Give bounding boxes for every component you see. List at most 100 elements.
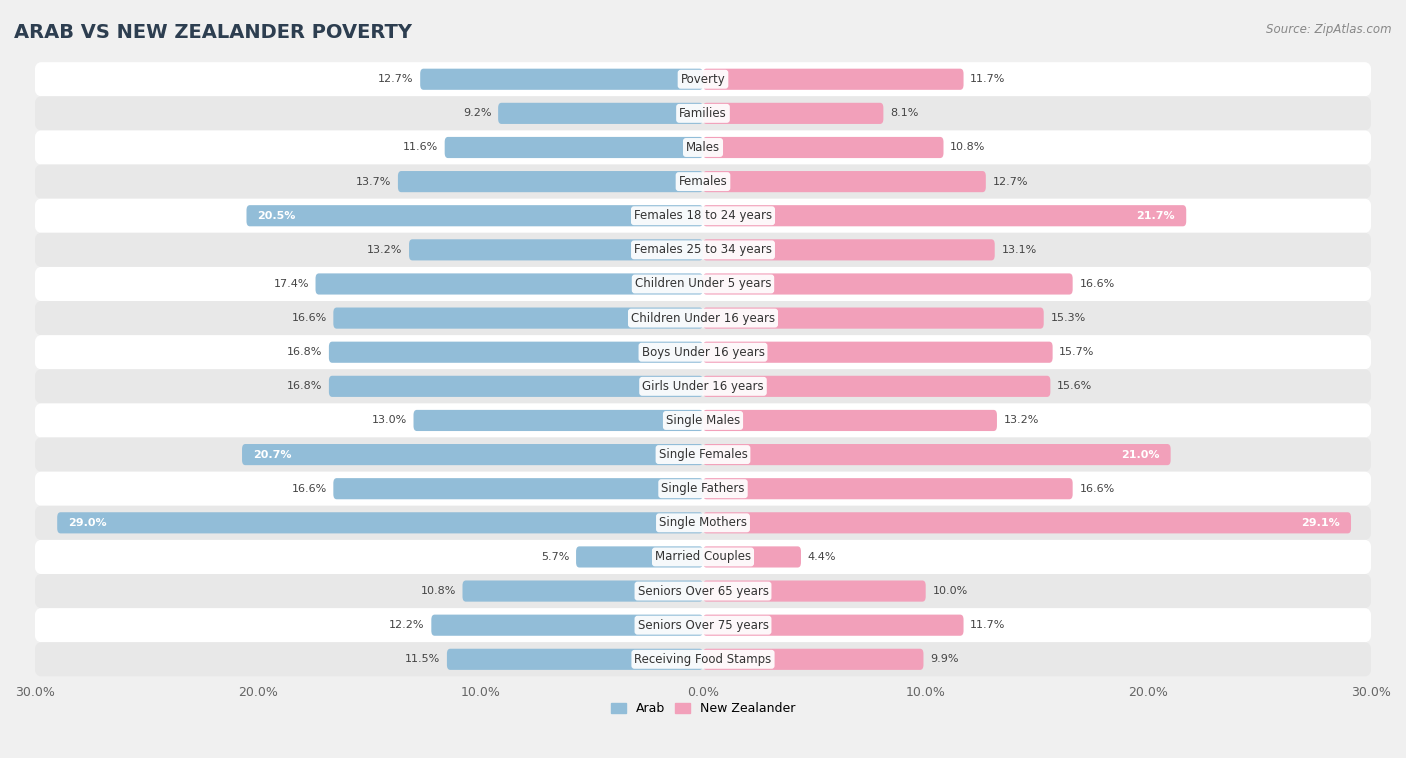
Text: 11.6%: 11.6% xyxy=(402,143,439,152)
Text: Males: Males xyxy=(686,141,720,154)
FancyBboxPatch shape xyxy=(398,171,703,193)
Text: 21.0%: 21.0% xyxy=(1121,449,1160,459)
Text: Single Females: Single Females xyxy=(658,448,748,461)
FancyBboxPatch shape xyxy=(35,437,1371,471)
FancyBboxPatch shape xyxy=(703,512,1351,534)
FancyBboxPatch shape xyxy=(35,96,1371,130)
Text: Boys Under 16 years: Boys Under 16 years xyxy=(641,346,765,359)
FancyBboxPatch shape xyxy=(35,471,1371,506)
Text: 29.1%: 29.1% xyxy=(1301,518,1340,528)
Text: 16.6%: 16.6% xyxy=(1080,484,1115,493)
FancyBboxPatch shape xyxy=(413,410,703,431)
Text: Seniors Over 65 years: Seniors Over 65 years xyxy=(637,584,769,597)
FancyBboxPatch shape xyxy=(35,130,1371,164)
Text: Single Males: Single Males xyxy=(666,414,740,427)
Text: 10.0%: 10.0% xyxy=(932,586,967,596)
Text: 8.1%: 8.1% xyxy=(890,108,918,118)
FancyBboxPatch shape xyxy=(35,267,1371,301)
Text: 9.2%: 9.2% xyxy=(463,108,492,118)
FancyBboxPatch shape xyxy=(315,274,703,295)
FancyBboxPatch shape xyxy=(35,403,1371,437)
FancyBboxPatch shape xyxy=(444,137,703,158)
Text: Receiving Food Stamps: Receiving Food Stamps xyxy=(634,653,772,666)
FancyBboxPatch shape xyxy=(703,581,925,602)
FancyBboxPatch shape xyxy=(35,164,1371,199)
Text: 5.7%: 5.7% xyxy=(541,552,569,562)
FancyBboxPatch shape xyxy=(703,69,963,90)
Text: 16.6%: 16.6% xyxy=(291,313,326,323)
FancyBboxPatch shape xyxy=(703,240,994,261)
FancyBboxPatch shape xyxy=(246,205,703,227)
FancyBboxPatch shape xyxy=(703,547,801,568)
FancyBboxPatch shape xyxy=(498,103,703,124)
Text: 4.4%: 4.4% xyxy=(807,552,837,562)
FancyBboxPatch shape xyxy=(447,649,703,670)
FancyBboxPatch shape xyxy=(58,512,703,534)
Text: 16.6%: 16.6% xyxy=(1080,279,1115,289)
Text: 12.2%: 12.2% xyxy=(389,620,425,630)
FancyBboxPatch shape xyxy=(35,335,1371,369)
Text: 15.3%: 15.3% xyxy=(1050,313,1085,323)
Text: Families: Families xyxy=(679,107,727,120)
Text: Children Under 5 years: Children Under 5 years xyxy=(634,277,772,290)
Text: 16.8%: 16.8% xyxy=(287,347,322,357)
FancyBboxPatch shape xyxy=(703,103,883,124)
Text: 17.4%: 17.4% xyxy=(273,279,309,289)
Text: ARAB VS NEW ZEALANDER POVERTY: ARAB VS NEW ZEALANDER POVERTY xyxy=(14,23,412,42)
FancyBboxPatch shape xyxy=(35,199,1371,233)
Text: Single Fathers: Single Fathers xyxy=(661,482,745,495)
Text: 20.7%: 20.7% xyxy=(253,449,291,459)
Text: 13.2%: 13.2% xyxy=(367,245,402,255)
FancyBboxPatch shape xyxy=(703,376,1050,397)
Text: Children Under 16 years: Children Under 16 years xyxy=(631,312,775,324)
FancyBboxPatch shape xyxy=(703,649,924,670)
Legend: Arab, New Zealander: Arab, New Zealander xyxy=(610,702,796,715)
FancyBboxPatch shape xyxy=(703,478,1073,500)
Text: Married Couples: Married Couples xyxy=(655,550,751,563)
Text: Seniors Over 75 years: Seniors Over 75 years xyxy=(637,619,769,631)
Text: Source: ZipAtlas.com: Source: ZipAtlas.com xyxy=(1267,23,1392,36)
FancyBboxPatch shape xyxy=(432,615,703,636)
Text: 12.7%: 12.7% xyxy=(378,74,413,84)
FancyBboxPatch shape xyxy=(242,444,703,465)
Text: Females 18 to 24 years: Females 18 to 24 years xyxy=(634,209,772,222)
Text: Poverty: Poverty xyxy=(681,73,725,86)
Text: 9.9%: 9.9% xyxy=(931,654,959,664)
FancyBboxPatch shape xyxy=(329,342,703,363)
Text: 15.7%: 15.7% xyxy=(1059,347,1095,357)
FancyBboxPatch shape xyxy=(703,410,997,431)
FancyBboxPatch shape xyxy=(35,642,1371,676)
FancyBboxPatch shape xyxy=(703,274,1073,295)
FancyBboxPatch shape xyxy=(420,69,703,90)
Text: 20.5%: 20.5% xyxy=(257,211,297,221)
Text: Females 25 to 34 years: Females 25 to 34 years xyxy=(634,243,772,256)
Text: 10.8%: 10.8% xyxy=(950,143,986,152)
Text: 29.0%: 29.0% xyxy=(69,518,107,528)
Text: Single Mothers: Single Mothers xyxy=(659,516,747,529)
FancyBboxPatch shape xyxy=(35,301,1371,335)
FancyBboxPatch shape xyxy=(703,171,986,193)
Text: 13.7%: 13.7% xyxy=(356,177,391,186)
FancyBboxPatch shape xyxy=(703,205,1187,227)
FancyBboxPatch shape xyxy=(35,233,1371,267)
FancyBboxPatch shape xyxy=(703,342,1053,363)
Text: 13.0%: 13.0% xyxy=(371,415,406,425)
FancyBboxPatch shape xyxy=(703,137,943,158)
FancyBboxPatch shape xyxy=(329,376,703,397)
Text: 21.7%: 21.7% xyxy=(1136,211,1175,221)
Text: 11.5%: 11.5% xyxy=(405,654,440,664)
FancyBboxPatch shape xyxy=(703,308,1043,329)
Text: 16.6%: 16.6% xyxy=(291,484,326,493)
FancyBboxPatch shape xyxy=(35,369,1371,403)
Text: 12.7%: 12.7% xyxy=(993,177,1028,186)
FancyBboxPatch shape xyxy=(35,540,1371,574)
FancyBboxPatch shape xyxy=(333,478,703,500)
FancyBboxPatch shape xyxy=(35,608,1371,642)
Text: Females: Females xyxy=(679,175,727,188)
FancyBboxPatch shape xyxy=(463,581,703,602)
FancyBboxPatch shape xyxy=(409,240,703,261)
Text: 13.2%: 13.2% xyxy=(1004,415,1039,425)
Text: 13.1%: 13.1% xyxy=(1001,245,1036,255)
Text: Girls Under 16 years: Girls Under 16 years xyxy=(643,380,763,393)
Text: 11.7%: 11.7% xyxy=(970,620,1005,630)
